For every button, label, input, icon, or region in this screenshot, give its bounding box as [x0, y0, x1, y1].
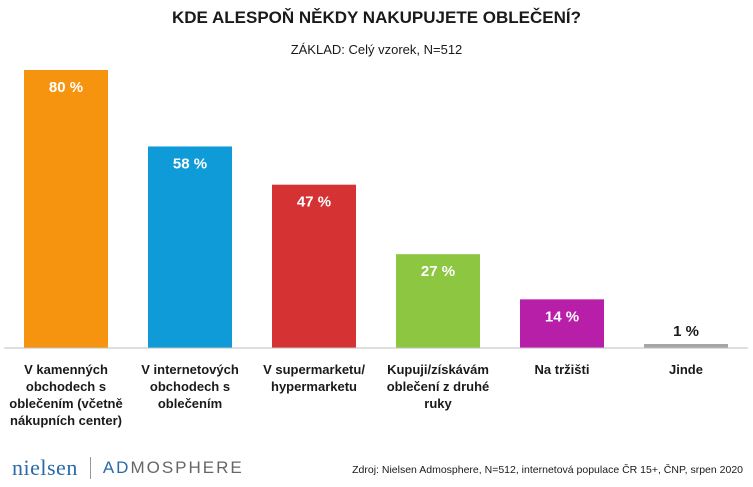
value-label-2: 58 % — [173, 155, 207, 172]
value-label-6: 1 % — [673, 323, 699, 340]
category-label-6: Jinde — [669, 362, 703, 377]
category-label-1: V kamenných obchodech s oblečením (včetně n… — [9, 362, 122, 428]
value-label-1: 80 % — [49, 79, 83, 96]
chart-title: KDE ALESPOŇ NĚKDY NAKUPUJETE OBLEČENÍ? — [172, 8, 581, 27]
bar-5 — [520, 299, 604, 348]
bar-2 — [148, 146, 232, 348]
category-label-2: V internetových obchodech s oblečením — [141, 362, 239, 411]
value-label-3: 47 % — [297, 194, 331, 211]
bar-6 — [644, 344, 728, 348]
admosphere-logo: ADMOSPHERE — [102, 458, 244, 477]
nielsen-admosphere-logo: nielsen ADMOSPHERE — [12, 455, 244, 480]
category-label-5: Na tržišti — [535, 362, 590, 377]
nielsen-logo: nielsen — [12, 455, 78, 480]
category-label-4: Kupuji/získávám oblečení z druhé ruky — [387, 362, 490, 411]
category-label-3: V supermarketu/hypermarketu — [263, 362, 365, 394]
value-label-4: 27 % — [421, 263, 455, 280]
source-note: Zdroj: Nielsen Admosphere, N=512, intern… — [352, 464, 743, 476]
logo-divider — [89, 457, 91, 479]
bar-1 — [24, 70, 108, 348]
chart-subtitle: ZÁKLAD: Celý vzorek, N=512 — [290, 42, 463, 57]
bar-3 — [272, 184, 356, 348]
value-label-5: 14 % — [545, 308, 579, 325]
bar-4 — [396, 254, 480, 348]
